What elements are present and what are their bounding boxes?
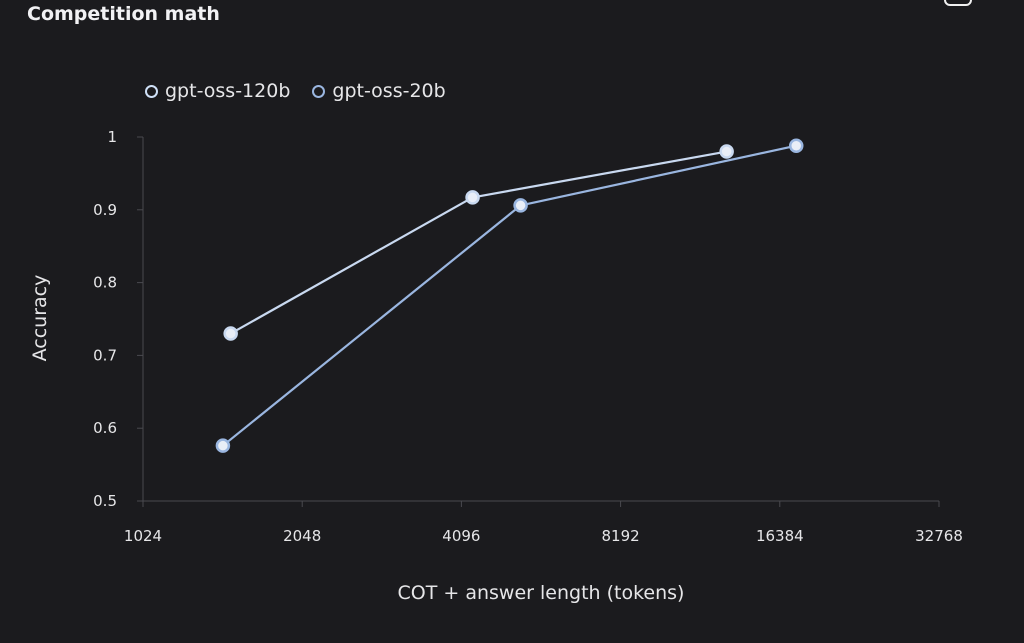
y-tick-label: 0.5	[93, 492, 117, 510]
x-tick-label: 16384	[756, 527, 804, 545]
data-point	[719, 144, 734, 159]
y-tick-label: 0.8	[93, 274, 117, 292]
data-point	[513, 198, 528, 213]
series-line-1	[230, 150, 727, 335]
y-tick-label: 1	[107, 128, 117, 146]
chart-title: Competition math	[27, 3, 220, 25]
y-tick-label: 0.7	[93, 346, 117, 364]
legend-item-series-2[interactable]: gpt-oss-20b	[312, 80, 446, 102]
y-tick-label: 0.6	[93, 419, 117, 437]
axes: 0.5 0.6 0.7 0.8 0.9 1 1024 2048 4096 8192 16384 327…	[93, 128, 963, 545]
window-icon[interactable]	[944, 0, 972, 6]
data-point	[215, 438, 231, 453]
legend-marker-icon	[312, 84, 326, 98]
legend-label: gpt-oss-120b	[165, 80, 291, 102]
data-point	[788, 138, 804, 153]
y-axis-title: Accuracy	[29, 275, 51, 362]
x-tick-label: 8192	[602, 527, 640, 545]
y-tick-label: 0.9	[93, 201, 117, 219]
legend-item-series-1[interactable]: gpt-oss-120b	[145, 80, 290, 102]
series-group	[215, 138, 804, 453]
legend-marker-icon	[145, 84, 158, 98]
x-tick-label: 1024	[124, 527, 162, 545]
legend: gpt-oss-120b gpt-oss-20b	[145, 80, 446, 102]
x-tick-label: 4096	[442, 527, 480, 545]
data-point	[465, 190, 480, 205]
x-axis-title: COT + answer length (tokens)	[398, 582, 685, 604]
data-point	[223, 326, 238, 341]
x-tick-label: 2048	[283, 527, 321, 545]
x-tick-label: 32768	[915, 527, 963, 545]
legend-label: gpt-oss-20b	[332, 80, 446, 102]
